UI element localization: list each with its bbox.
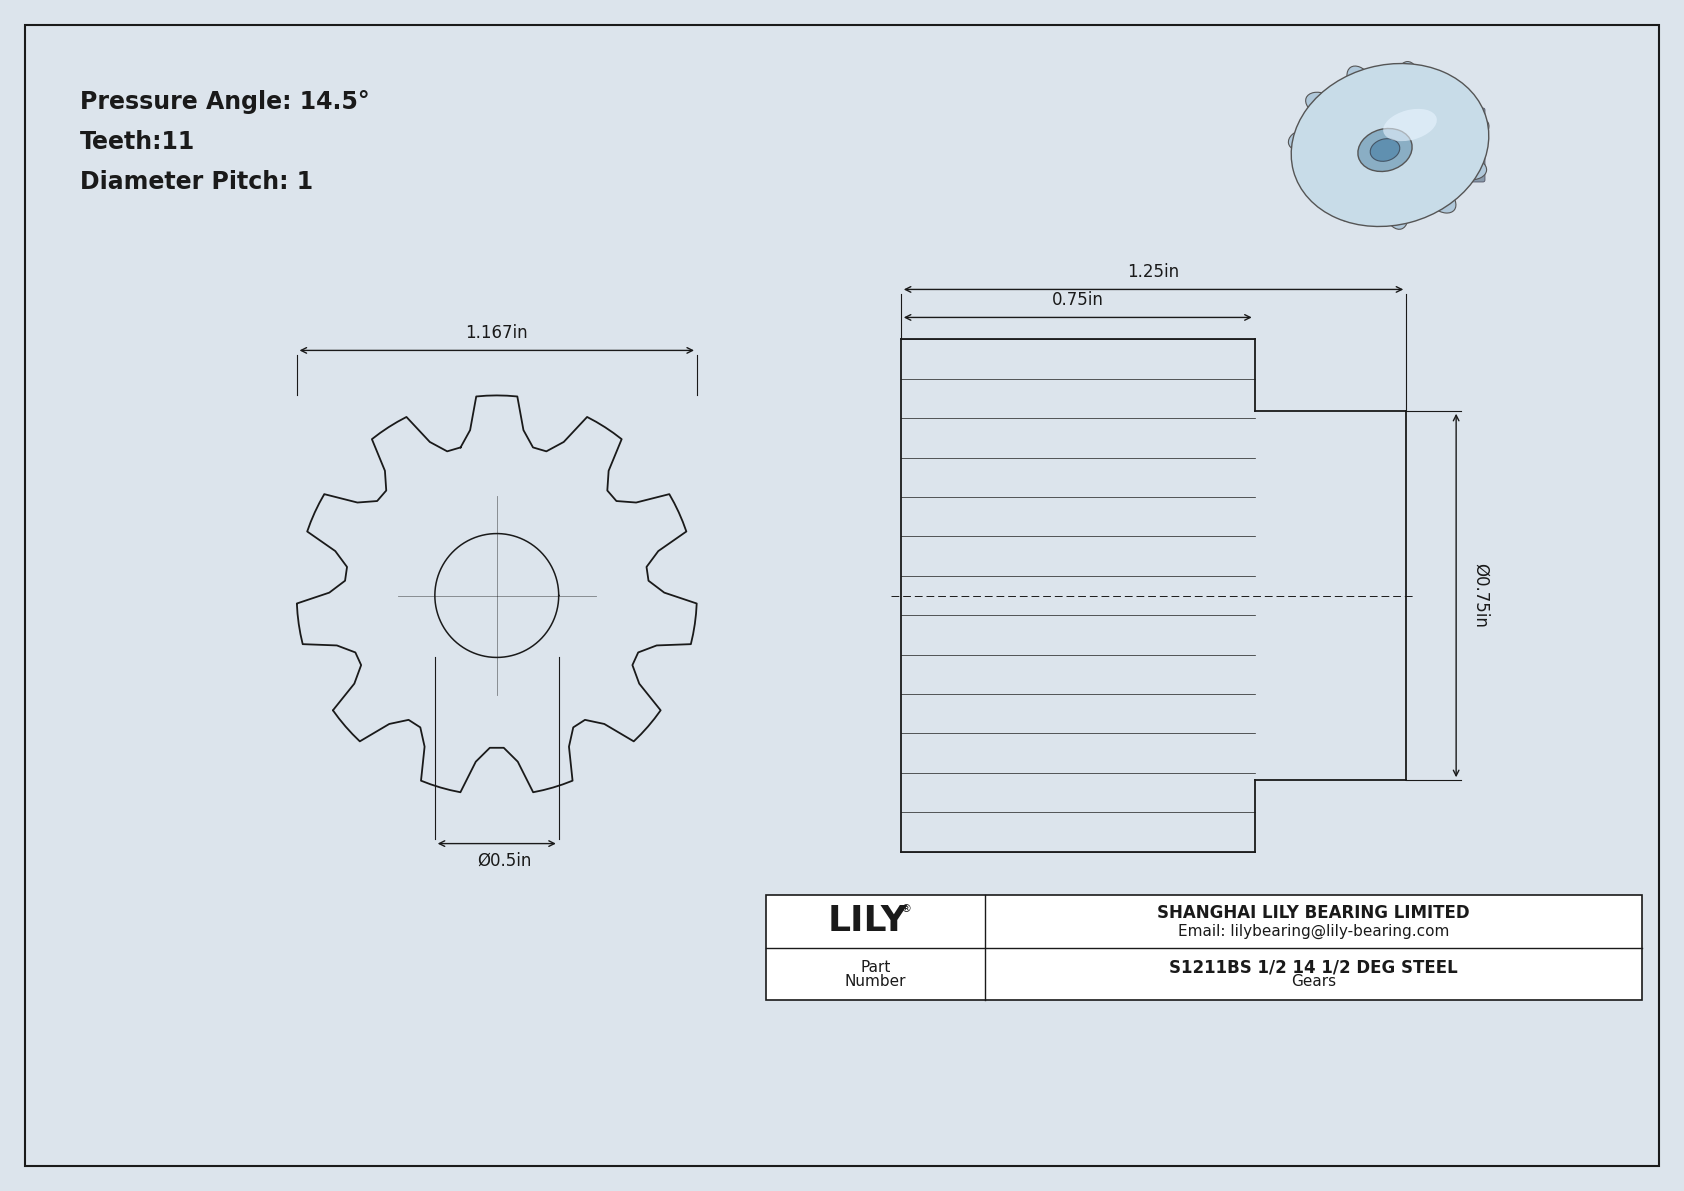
Text: Email: lilybearing@lily-bearing.com: Email: lilybearing@lily-bearing.com (1177, 924, 1450, 939)
Ellipse shape (1426, 186, 1457, 213)
Text: S1211BS 1/2 14 1/2 DEG STEEL: S1211BS 1/2 14 1/2 DEG STEEL (1169, 959, 1458, 977)
Text: SHANGHAI LILY BEARING LIMITED: SHANGHAI LILY BEARING LIMITED (1157, 904, 1470, 922)
Text: Ø0.5in: Ø0.5in (478, 852, 532, 869)
Text: 0.75in: 0.75in (1052, 292, 1103, 310)
Text: LILY: LILY (829, 904, 908, 939)
Text: 1.25in: 1.25in (1128, 263, 1179, 281)
Ellipse shape (1453, 157, 1487, 180)
Ellipse shape (1347, 66, 1374, 96)
Ellipse shape (1384, 197, 1408, 230)
Ellipse shape (1357, 129, 1413, 172)
Text: Number: Number (845, 974, 906, 990)
Text: Pressure Angle: 14.5°: Pressure Angle: 14.5° (81, 91, 370, 114)
Text: 1.167in: 1.167in (465, 324, 529, 342)
Text: Ø0.75in: Ø0.75in (1472, 563, 1489, 628)
Ellipse shape (1438, 81, 1463, 113)
Text: Gears: Gears (1292, 974, 1335, 990)
Ellipse shape (1383, 108, 1436, 142)
Ellipse shape (1457, 118, 1489, 143)
Ellipse shape (1305, 92, 1339, 117)
Text: Part: Part (861, 960, 891, 975)
Ellipse shape (1371, 138, 1399, 161)
Ellipse shape (1398, 62, 1420, 95)
Text: Diameter Pitch: 1: Diameter Pitch: 1 (81, 170, 313, 194)
Ellipse shape (1292, 63, 1489, 226)
Ellipse shape (1302, 163, 1330, 192)
Text: Teeth:11: Teeth:11 (81, 130, 195, 154)
Ellipse shape (1337, 188, 1361, 222)
Bar (766, 894, 1642, 1000)
Text: ®: ® (901, 904, 911, 915)
Ellipse shape (1288, 129, 1322, 151)
FancyBboxPatch shape (1463, 108, 1485, 182)
